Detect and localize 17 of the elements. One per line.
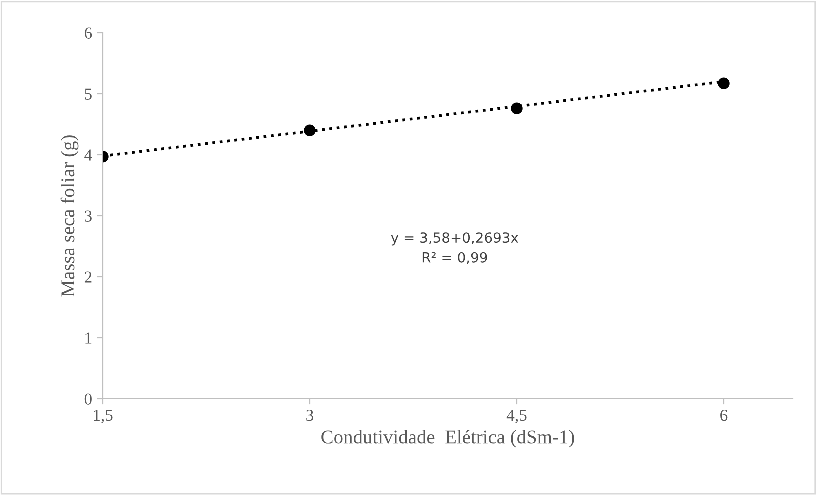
y-tick-label: 3 bbox=[85, 210, 92, 222]
x-axis-title: Condutividade Elétrica (dSm-1) bbox=[322, 430, 574, 448]
y-tick-label: 2 bbox=[84, 272, 92, 283]
x-tick-label: 1,5 bbox=[94, 410, 113, 424]
x-tick-label: 4,5 bbox=[506, 410, 527, 424]
x-tick-label: 6 bbox=[720, 410, 728, 422]
point bbox=[511, 102, 523, 114]
y-tick-label: 1 bbox=[86, 332, 92, 344]
point bbox=[718, 78, 730, 90]
y-tick-label: 6 bbox=[84, 28, 92, 39]
y-tick-label: 0 bbox=[84, 394, 92, 405]
y-tick-label: 5 bbox=[85, 88, 92, 100]
y-axis-title: Massa seca foliar (g) bbox=[60, 136, 79, 297]
x-tick-label: 3 bbox=[306, 410, 314, 422]
annotation: y = 3,58+0,2693x R² = 0,99 bbox=[391, 232, 518, 264]
y-tick-label: 4 bbox=[84, 150, 92, 161]
point bbox=[304, 124, 316, 136]
